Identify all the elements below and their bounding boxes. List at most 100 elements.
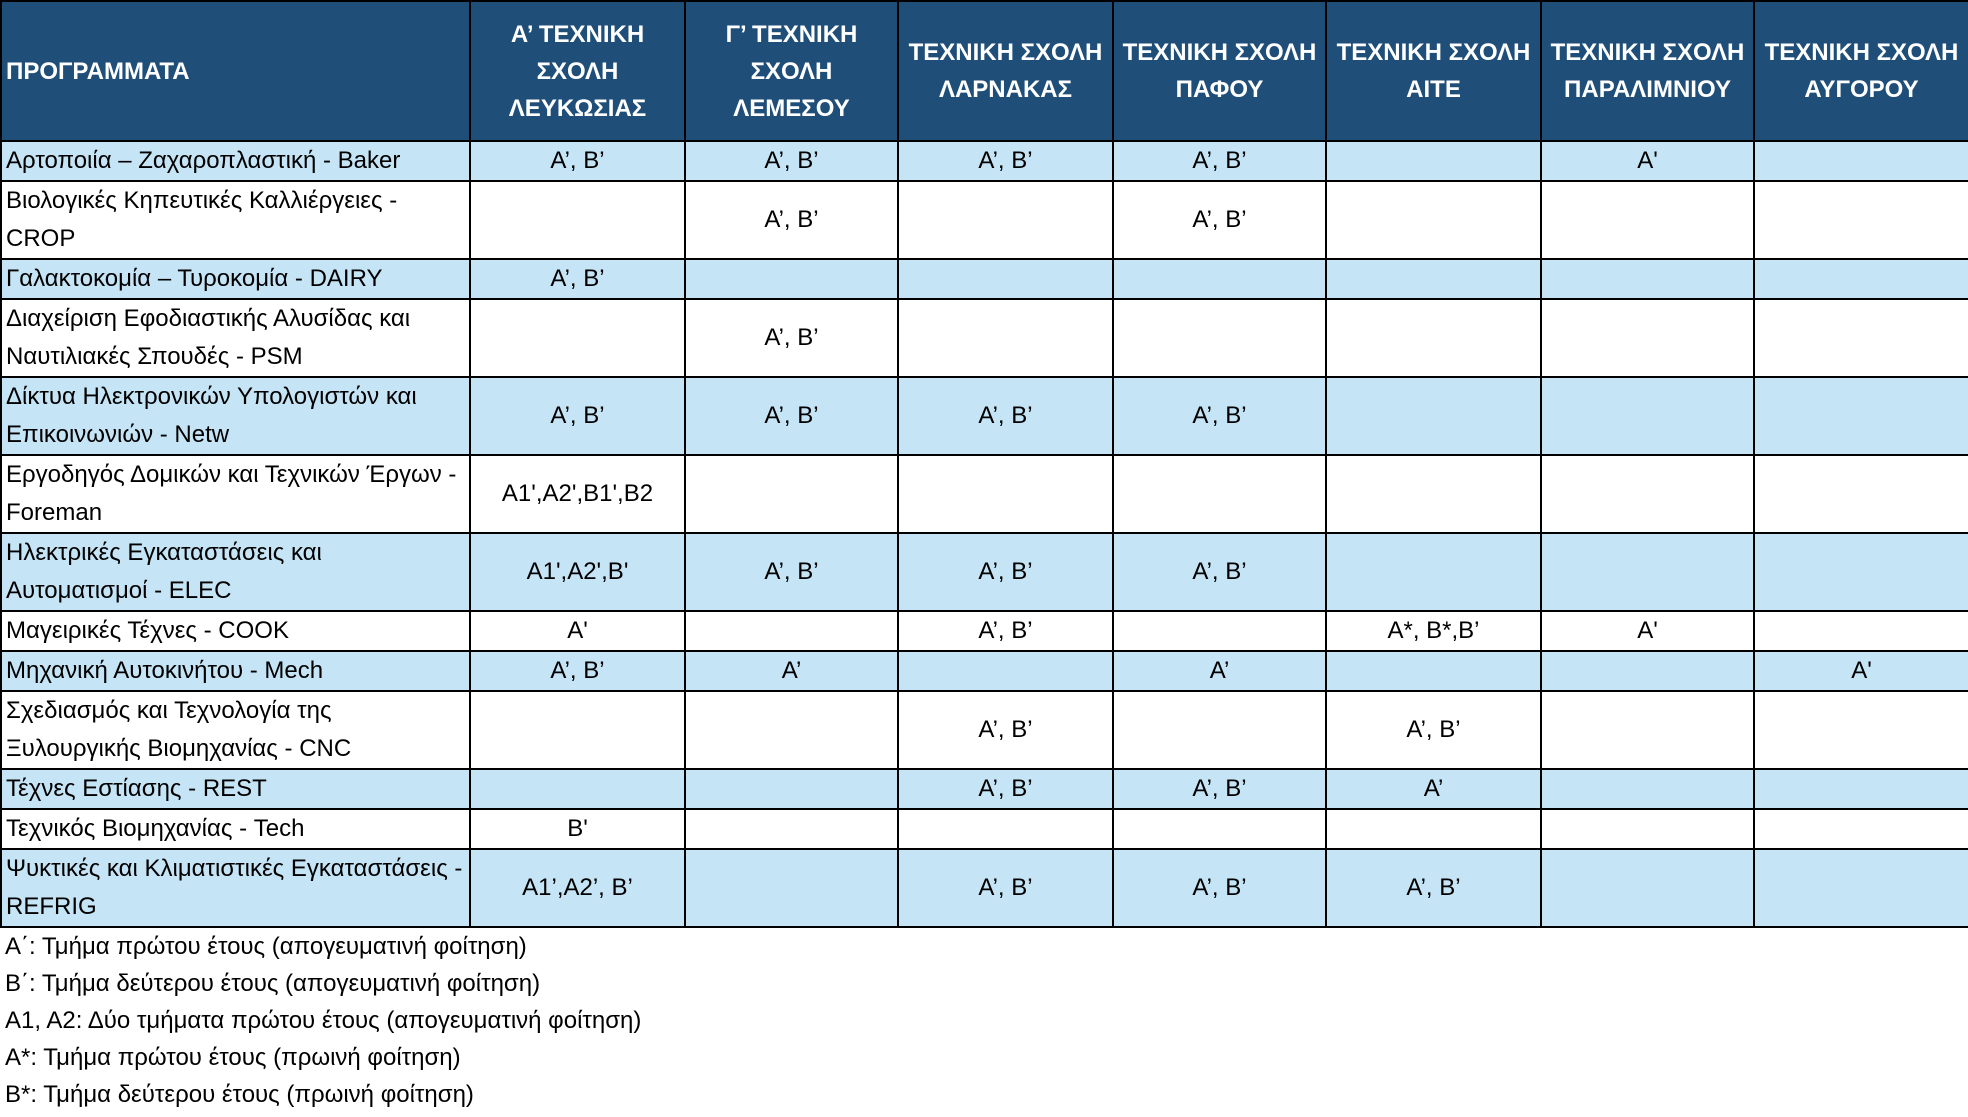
cell bbox=[897, 258, 1114, 300]
header-cell: ΠΡΟΓΡΑΜΜΑΤΑ bbox=[0, 0, 471, 142]
program-cell: Τεχνικός Βιομηχανίας - Tech bbox=[0, 808, 471, 850]
cell bbox=[469, 768, 686, 810]
cell bbox=[1112, 610, 1327, 652]
header-cell: ΤΕΧΝΙΚΗ ΣΧΟΛΗ ΠΑΡΑΛΙΜΝΙΟΥ bbox=[1540, 0, 1755, 142]
cell: Α’, Β’ bbox=[1112, 532, 1327, 612]
cell bbox=[1325, 258, 1542, 300]
cell: Α’, Β’ bbox=[897, 848, 1114, 928]
table-row: Σχεδιασμός και Τεχνολογία της Ξυλουργική… bbox=[0, 690, 1968, 770]
cell bbox=[684, 454, 899, 534]
cell: Α’, Β’ bbox=[469, 258, 686, 300]
cell: Α’, Β’ bbox=[684, 298, 899, 378]
table-row: Βιολογικές Κηπευτικές Καλλιέργειες - CRO… bbox=[0, 180, 1968, 260]
table-row: Ηλεκτρικές Εγκαταστάσεις και Αυτοματισμο… bbox=[0, 532, 1968, 612]
cell: Α' bbox=[1540, 610, 1755, 652]
cell bbox=[1325, 808, 1542, 850]
cell: Α1',Α2',Β1',Β2 bbox=[469, 454, 686, 534]
cell bbox=[1540, 650, 1755, 692]
cell bbox=[1753, 768, 1968, 810]
cell bbox=[684, 808, 899, 850]
cell: Α’, Β’ bbox=[897, 140, 1114, 182]
program-cell: Ηλεκτρικές Εγκαταστάσεις και Αυτοματισμο… bbox=[0, 532, 471, 612]
cell bbox=[684, 690, 899, 770]
cell bbox=[1540, 180, 1755, 260]
cell bbox=[1325, 376, 1542, 456]
cell: Α’, Β’ bbox=[1325, 848, 1542, 928]
cell: Α’ bbox=[1325, 768, 1542, 810]
program-cell: Γαλακτοκομία – Τυροκομία - DAIRY bbox=[0, 258, 471, 300]
program-cell: Βιολογικές Κηπευτικές Καλλιέργειες - CRO… bbox=[0, 180, 471, 260]
cell bbox=[1325, 180, 1542, 260]
cell bbox=[684, 768, 899, 810]
cell bbox=[1325, 532, 1542, 612]
cell: Α’ bbox=[1112, 650, 1327, 692]
program-cell: Μαγειρικές Τέχνες - COOK bbox=[0, 610, 471, 652]
cell: Α1’,Α2’, Β’ bbox=[469, 848, 686, 928]
cell bbox=[1540, 690, 1755, 770]
legend-line: Α*: Τμήμα πρώτου έτους (πρωινή φοίτηση) bbox=[5, 1044, 461, 1071]
cell bbox=[1112, 298, 1327, 378]
cell: Α’, Β’ bbox=[684, 140, 899, 182]
cell: Α’, Β’ bbox=[1112, 768, 1327, 810]
cell bbox=[1112, 258, 1327, 300]
cell: Α' bbox=[1540, 140, 1755, 182]
header-cell: Α’ ΤΕΧΝΙΚΗ ΣΧΟΛΗ ΛΕΥΚΩΣΙΑΣ bbox=[469, 0, 686, 142]
cell bbox=[1753, 180, 1968, 260]
cell bbox=[1753, 454, 1968, 534]
header-cell: Γ’ ΤΕΧΝΙΚΗ ΣΧΟΛΗ ΛΕΜΕΣΟΥ bbox=[684, 0, 899, 142]
table-row: Εργοδηγός Δομικών και Τεχνικών Έργων - F… bbox=[0, 454, 1968, 534]
cell: Β' bbox=[469, 808, 686, 850]
cell bbox=[469, 180, 686, 260]
cell: Α’, Β’ bbox=[897, 610, 1114, 652]
table-row: Μαγειρικές Τέχνες - COOK Α' Α’, Β’ Α*, Β*,Β… bbox=[0, 610, 1968, 652]
cell bbox=[1540, 376, 1755, 456]
cell: Α’, Β’ bbox=[897, 376, 1114, 456]
legend-line: Α1, Α2: Δύο τμήματα πρώτου έτους (απογευ… bbox=[5, 1007, 642, 1034]
cell bbox=[1753, 258, 1968, 300]
cell bbox=[1753, 690, 1968, 770]
cell bbox=[1753, 376, 1968, 456]
cell bbox=[897, 454, 1114, 534]
program-cell: Μηχανική Αυτοκινήτου - Mech bbox=[0, 650, 471, 692]
cell: Α’, Β’ bbox=[469, 140, 686, 182]
cell bbox=[1753, 298, 1968, 378]
table-body: Αρτοποιία – Ζαχαροπλαστική - Baker Α’, Β’… bbox=[0, 140, 1968, 928]
cell: Α’, Β’ bbox=[897, 532, 1114, 612]
legend-line: Β΄: Τμήμα δεύτερου έτους (απογευματινή φ… bbox=[5, 970, 541, 997]
cell: Α’, Β’ bbox=[1112, 376, 1327, 456]
header-cell: ΤΕΧΝΙΚΗ ΣΧΟΛΗ ΛΑΡΝΑΚΑΣ bbox=[897, 0, 1114, 142]
cell: Α’, Β’ bbox=[684, 180, 899, 260]
cell bbox=[1325, 650, 1542, 692]
program-cell: Δίκτυα Ηλεκτρονικών Υπολογιστών και Επικ… bbox=[0, 376, 471, 456]
table-row: Μηχανική Αυτοκινήτου - Mech Α’, Β’ Α’ Α’ Α' bbox=[0, 650, 1968, 692]
legend-line: Α΄: Τμήμα πρώτου έτους (απογευματινή φοί… bbox=[5, 933, 527, 960]
table-row: Ψυκτικές και Κλιματιστικές Εγκαταστάσεις… bbox=[0, 848, 1968, 928]
cell bbox=[469, 690, 686, 770]
cell bbox=[1540, 298, 1755, 378]
program-cell: Σχεδιασμός και Τεχνολογία της Ξυλουργική… bbox=[0, 690, 471, 770]
table-row: Δίκτυα Ηλεκτρονικών Υπολογιστών και Επικ… bbox=[0, 376, 1968, 456]
cell bbox=[1325, 298, 1542, 378]
program-cell: Ψυκτικές και Κλιματιστικές Εγκαταστάσεις… bbox=[0, 848, 471, 928]
cell bbox=[684, 610, 899, 652]
table-row: Αρτοποιία – Ζαχαροπλαστική - Baker Α’, Β’… bbox=[0, 140, 1968, 182]
cell bbox=[1325, 140, 1542, 182]
cell bbox=[1753, 610, 1968, 652]
header-cell: ΤΕΧΝΙΚΗ ΣΧΟΛΗ ΑΥΓΟΡΟΥ bbox=[1753, 0, 1968, 142]
cell bbox=[1112, 690, 1327, 770]
cell: Α’, Β’ bbox=[684, 376, 899, 456]
cell bbox=[1112, 454, 1327, 534]
cell: Α’, Β’ bbox=[1325, 690, 1542, 770]
program-cell: Αρτοποιία – Ζαχαροπλαστική - Baker bbox=[0, 140, 471, 182]
cell: Α' bbox=[469, 610, 686, 652]
cell bbox=[1540, 258, 1755, 300]
cell: Α’, Β’ bbox=[1112, 140, 1327, 182]
cell: Α’, Β’ bbox=[1112, 848, 1327, 928]
cell bbox=[1112, 808, 1327, 850]
table-row: Γαλακτοκομία – Τυροκομία - DAIRY Α’, Β’ bbox=[0, 258, 1968, 300]
cell: Α’ bbox=[684, 650, 899, 692]
cell: Α’, Β’ bbox=[469, 650, 686, 692]
cell bbox=[1753, 532, 1968, 612]
header-row: ΠΡΟΓΡΑΜΜΑΤΑ Α’ ΤΕΧΝΙΚΗ ΣΧΟΛΗ ΛΕΥΚΩΣΙΑΣ Γ’ … bbox=[0, 0, 1968, 142]
